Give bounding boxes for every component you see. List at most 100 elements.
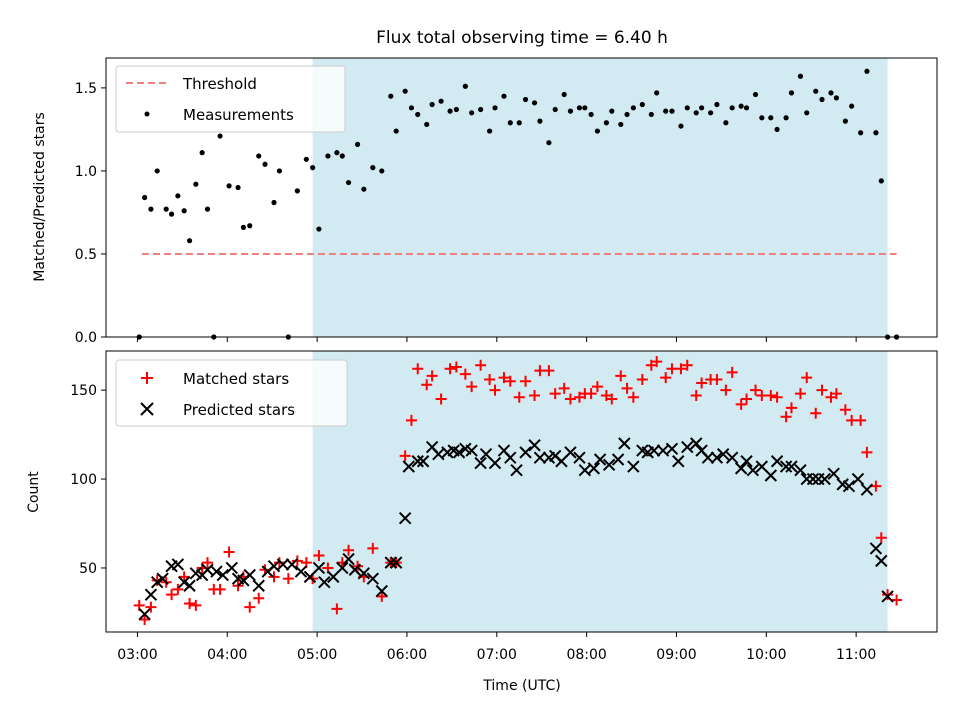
measurement-point [669, 108, 675, 114]
measurement-point [247, 223, 253, 229]
measurement-point [582, 105, 588, 111]
matched-star-point [489, 384, 501, 396]
predicted-star-point [144, 588, 158, 601]
matched-star-point [830, 388, 842, 400]
predicted-legend-label: Predicted stars [183, 401, 295, 419]
measurement-point [797, 73, 804, 79]
measurement-point [878, 178, 884, 184]
measurement-point [240, 224, 247, 230]
measurement-point [256, 153, 262, 159]
measurement-point [819, 96, 825, 103]
matched-star-point [202, 557, 214, 569]
matched-star-point [331, 603, 343, 615]
measurement-point [492, 105, 498, 111]
predicted-star-point [842, 479, 856, 493]
predicted-star-point [488, 456, 502, 470]
measurement-point [370, 165, 376, 171]
measurement-point [453, 106, 459, 113]
predicted-star-point [647, 444, 661, 457]
matched-star-point [765, 389, 777, 401]
matched-star-point [785, 402, 797, 414]
matched-star-point [801, 372, 813, 384]
measurement-point [516, 120, 522, 126]
predicted-star-point [851, 472, 865, 486]
predicted-star-point [474, 456, 487, 470]
predicted-star-point [504, 451, 517, 464]
measurement-point [186, 238, 193, 244]
predicted-star-point [725, 451, 739, 464]
measurement-point [339, 153, 345, 159]
predicted-star-point [785, 460, 798, 473]
ratio-legend-box [115, 65, 346, 133]
matched-star-point [405, 414, 417, 426]
predicted-star-point [411, 455, 424, 468]
measurement-point [537, 118, 543, 124]
measurement-point [567, 108, 574, 114]
count-y-tick-label: 150 [70, 383, 97, 399]
matched-star-point [367, 542, 379, 554]
measurement-point [522, 96, 529, 103]
matched-star-point [459, 368, 471, 380]
measurement-point [788, 90, 795, 96]
measurement-point [708, 110, 714, 116]
measurement-point [478, 106, 484, 113]
predicted-star-point [875, 554, 888, 568]
predicted-star-point [452, 446, 466, 459]
matched-star-point [855, 414, 867, 426]
matched-star-point [223, 546, 235, 558]
measurement-point [408, 105, 415, 111]
measurement-point [316, 226, 322, 232]
predicted-star-point [243, 568, 256, 582]
predicted-star-point [156, 572, 169, 585]
matched-star-point [615, 370, 627, 382]
measurement-point [469, 110, 475, 116]
count-legend: Matched stars Predicted stars [115, 359, 348, 427]
measurement-point [743, 105, 750, 111]
matched-star-point [513, 391, 525, 403]
matched-star-point [421, 379, 433, 391]
measurement-point [774, 126, 780, 133]
matched-star-point [145, 601, 157, 613]
measurement-point [648, 111, 654, 118]
matched-star-point [484, 373, 496, 385]
time-x-tick-label: 05:00 [297, 647, 337, 663]
matched-star-point [184, 598, 196, 610]
predicted-star-point [573, 451, 586, 464]
matched-star-point [726, 366, 738, 378]
ratio-marks [136, 68, 900, 340]
predicted-star-point [672, 455, 685, 468]
predicted-star-point [171, 558, 185, 571]
matched-star-point [450, 361, 462, 373]
measurement-point [303, 156, 309, 162]
matched-star-point [520, 375, 532, 387]
predicted-star-point [138, 608, 151, 621]
matched-star-point [690, 389, 702, 401]
measurement-point [729, 105, 735, 111]
predicted-star-point [587, 462, 601, 475]
count-legend-box [115, 359, 348, 427]
matched-star-point [696, 377, 708, 389]
matched-star-point [426, 370, 438, 382]
count-marks [133, 356, 903, 626]
measurement-point [415, 111, 421, 118]
count-panel: 50 100 150 03:00 04:00 05:00 06:00 07:00 08:00 09… [26, 350, 938, 694]
observing-span-shade-bottom [312, 351, 888, 632]
measurement-point [402, 88, 408, 94]
matched-star-point [399, 450, 411, 462]
predicted-star-point [611, 453, 625, 466]
measurement-point [424, 121, 430, 128]
predicted-star-point [336, 561, 349, 575]
matched-star-point [504, 375, 516, 387]
measurement-point [361, 186, 367, 192]
measurement-point [204, 206, 211, 212]
predicted-star-point [402, 460, 415, 473]
predicted-star-point [177, 575, 191, 589]
measurement-point [354, 141, 361, 147]
matched-star-point [750, 384, 762, 396]
predicted-star-point [276, 558, 290, 571]
matched-star-point [891, 594, 903, 606]
matched-star-point [291, 555, 303, 567]
measurement-point [507, 120, 513, 126]
measurement-point [276, 168, 282, 174]
predicted-star-point [225, 561, 238, 575]
